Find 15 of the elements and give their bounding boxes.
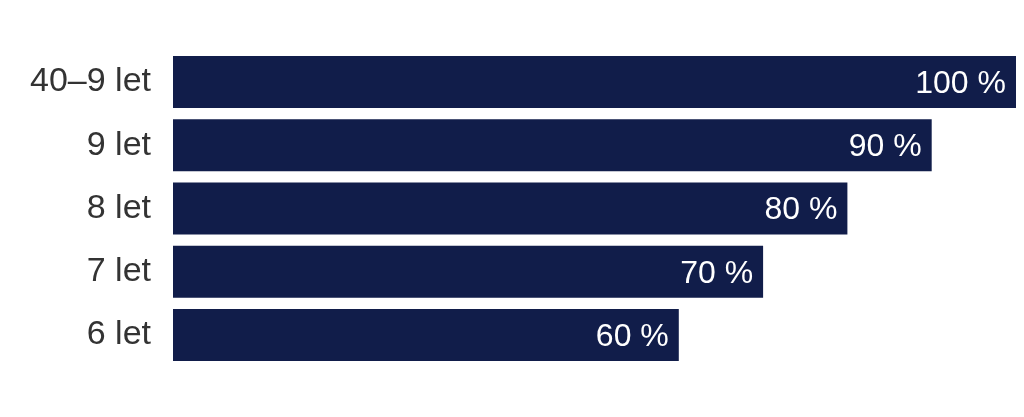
bar — [172, 119, 932, 172]
y-tick-label: 7 let — [86, 250, 152, 289]
data-label: 90 % — [848, 127, 922, 164]
bar — [172, 56, 1016, 108]
data-label: 60 % — [595, 316, 669, 353]
y-tick-label: 9 let — [86, 123, 152, 162]
y-tick-label: 6 let — [86, 313, 152, 352]
data-label: 80 % — [764, 190, 838, 227]
bar — [172, 245, 764, 298]
y-tick-label: 8 let — [86, 186, 152, 225]
bar — [172, 182, 848, 235]
data-label: 70 % — [680, 253, 754, 290]
data-label: 100 % — [915, 63, 1006, 100]
y-tick-label: 40–9 let — [29, 60, 152, 99]
bar — [172, 309, 679, 361]
